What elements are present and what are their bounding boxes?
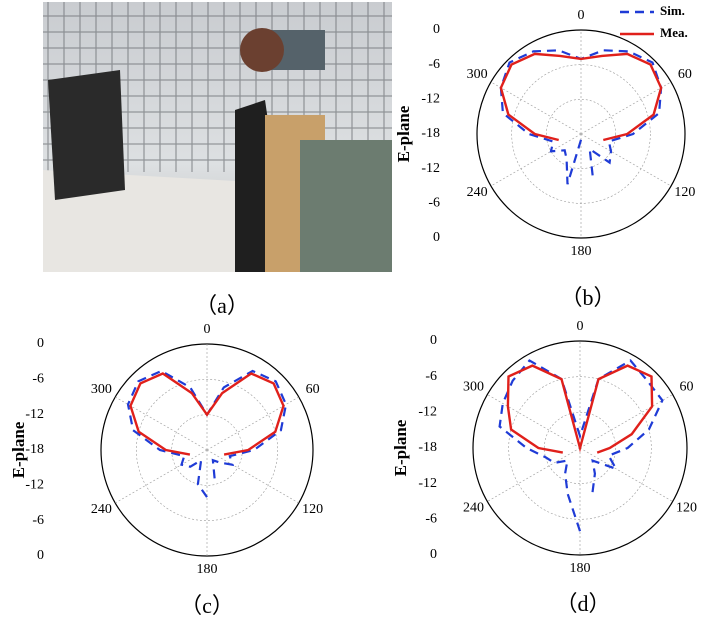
theta-tick-label: 60 xyxy=(306,382,320,397)
figure: （a） （b） （c） （d） -18 -12 -12 -6 -6 0 0 0 60 120 180… xyxy=(0,0,715,626)
r-tick-label: -12 xyxy=(421,161,440,176)
grid-spoke xyxy=(207,450,299,503)
theta-tick-label: 180 xyxy=(571,244,592,259)
r-tick-label: -6 xyxy=(32,372,44,387)
r-tick-label: 0 xyxy=(430,547,437,562)
r-tick-label: 0 xyxy=(37,548,44,563)
r-tick-label: -6 xyxy=(428,57,440,72)
theta-tick-label: 240 xyxy=(467,185,488,200)
theta-tick-label: 300 xyxy=(91,382,112,397)
theta-tick-label: 300 xyxy=(467,67,488,82)
r-tick-label: -12 xyxy=(25,407,44,422)
theta-tick-label: 60 xyxy=(678,67,692,82)
r-tick-label: -18 xyxy=(25,442,44,457)
theta-tick-label: 240 xyxy=(463,501,484,516)
caption: （a） xyxy=(195,293,249,318)
r-tick-label: -12 xyxy=(421,92,440,107)
r-tick-label: -18 xyxy=(418,440,437,455)
grid-spoke xyxy=(580,395,673,449)
axis-label: E-plane xyxy=(9,421,28,478)
caption: （c） xyxy=(180,593,234,618)
theta-tick-label: 180 xyxy=(570,561,591,576)
r-tick-label: 0 xyxy=(430,333,437,348)
theta-tick-label: 0 xyxy=(578,8,585,23)
grid-spoke xyxy=(115,450,207,503)
r-tick-label: 0 xyxy=(433,22,440,37)
theta-tick-label: 120 xyxy=(674,185,695,200)
r-tick-label: 0 xyxy=(37,336,44,351)
axis-label: E-plane xyxy=(391,419,410,476)
grid-spoke xyxy=(581,134,671,186)
grid-spoke xyxy=(487,448,580,502)
legend-label: Sim. xyxy=(660,3,685,18)
grid-spoke xyxy=(581,82,671,134)
caption: （d） xyxy=(555,591,610,616)
r-tick-label: -6 xyxy=(428,196,440,211)
legend-label: Mea. xyxy=(660,25,688,40)
theta-tick-label: 0 xyxy=(577,319,584,334)
r-tick-label: -6 xyxy=(425,369,437,384)
axis-label: E-plane xyxy=(394,105,413,162)
theta-tick-label: 0 xyxy=(204,322,211,337)
r-tick-label: 0 xyxy=(433,230,440,245)
theta-tick-label: 240 xyxy=(91,502,112,517)
theta-tick-label: 120 xyxy=(676,501,697,516)
photo xyxy=(43,2,392,272)
grid-spoke xyxy=(207,397,299,450)
r-tick-label: -18 xyxy=(421,126,440,141)
r-tick-label: -12 xyxy=(418,476,437,491)
theta-tick-label: 180 xyxy=(197,562,218,577)
r-tick-label: -6 xyxy=(32,513,44,528)
theta-tick-label: 300 xyxy=(463,380,484,395)
theta-tick-label: 60 xyxy=(680,380,694,395)
caption: （b） xyxy=(560,285,615,310)
theta-tick-label: 120 xyxy=(302,502,323,517)
r-tick-label: -12 xyxy=(25,478,44,493)
r-tick-label: -6 xyxy=(425,512,437,527)
grid-spoke xyxy=(491,82,581,134)
r-tick-label: -12 xyxy=(418,405,437,420)
